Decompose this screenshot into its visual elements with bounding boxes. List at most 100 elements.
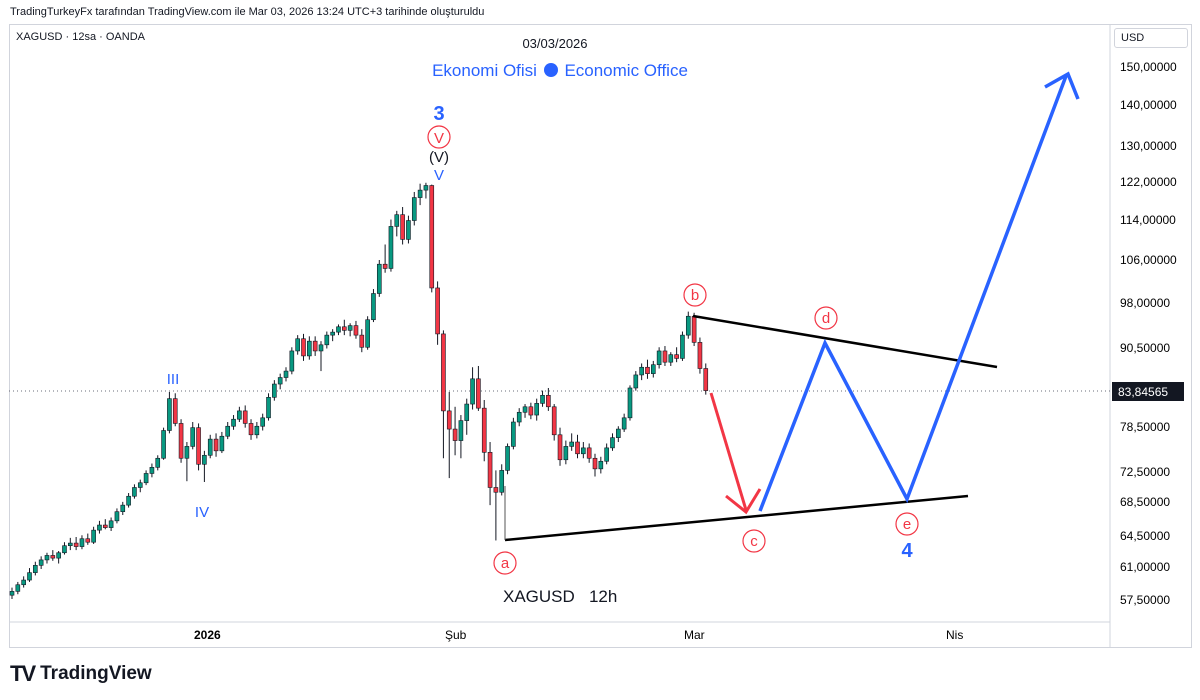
wave-label-iv: IV <box>195 504 209 521</box>
candle-up <box>650 364 656 374</box>
candle-up <box>254 425 260 436</box>
candle-down <box>172 398 178 424</box>
candle-down <box>703 368 709 391</box>
brand-right: Economic Office <box>564 61 688 80</box>
projection-target-arrowhead <box>1044 71 1080 100</box>
candle-up <box>9 591 15 596</box>
candle-down <box>452 428 458 441</box>
candle-up <box>97 524 102 531</box>
candle-up <box>167 398 172 431</box>
candle-up <box>347 325 353 331</box>
candle-up <box>581 447 586 455</box>
chart-frame <box>9 24 1192 648</box>
current-price-label: 83,84565 <box>1118 385 1168 399</box>
candle-down <box>481 407 487 453</box>
time-axis-labels[interactable]: 2026 Şub Mar Nis <box>194 628 963 642</box>
candle-up <box>336 326 341 333</box>
symbol-info[interactable]: XAGUSD · 12sa · OANDA <box>16 31 145 43</box>
candle-up <box>423 185 429 191</box>
wave-label-3: 3 <box>433 103 444 125</box>
candle-down <box>301 338 306 357</box>
drawings-layer[interactable] <box>504 71 1080 542</box>
candle-up <box>516 411 522 423</box>
candle-up <box>190 427 196 447</box>
candle-up <box>511 421 516 447</box>
candle-up <box>639 366 644 376</box>
price-tick: 98,00000 <box>1120 296 1170 310</box>
candle-down <box>557 434 563 461</box>
candle-up <box>307 340 312 357</box>
price-axis-labels[interactable]: 150,00000 140,00000 130,00000 122,00000 … <box>1120 60 1177 607</box>
time-tick-sub: Şub <box>445 628 467 642</box>
projection-c-leg[interactable] <box>709 392 748 511</box>
candle-up <box>324 334 330 346</box>
price-tick: 140,00000 <box>1120 98 1177 112</box>
candle-up <box>627 387 633 419</box>
candle-down <box>85 538 91 543</box>
candle-down <box>73 542 79 547</box>
wave-circle-e <box>895 512 919 536</box>
price-tick: 130,00000 <box>1120 139 1177 153</box>
triangle-upper-trendline[interactable] <box>692 314 998 369</box>
price-tick: 78,50000 <box>1120 420 1170 434</box>
attribution-text: TradingTurkeyFx tarafından TradingView.c… <box>10 6 485 18</box>
price-tick: 106,00000 <box>1120 253 1177 267</box>
candle-up <box>406 220 411 240</box>
candle-down <box>178 423 184 459</box>
candle-up <box>680 334 685 359</box>
candle-up <box>143 473 149 484</box>
wave-label-e: e <box>903 516 911 533</box>
candle-down <box>446 410 452 430</box>
candle-down <box>248 423 254 436</box>
time-tick-mar: Mar <box>684 628 705 642</box>
candle-up <box>219 435 225 452</box>
candle-down <box>213 438 219 452</box>
candle-up <box>388 226 394 269</box>
candle-down <box>697 342 703 369</box>
wave-circle-d <box>814 306 838 330</box>
candle-down <box>493 487 499 493</box>
candle-up <box>202 454 207 465</box>
tradingview-logo-text: TradingView <box>40 663 152 684</box>
wave-label-v-paren: (V) <box>429 149 449 166</box>
wave-circle-c <box>742 529 766 553</box>
candle-up <box>120 504 126 512</box>
candle-up <box>411 197 417 221</box>
candle-down <box>691 315 697 343</box>
candle-up <box>376 263 382 294</box>
price-tick: 57,50000 <box>1120 593 1170 607</box>
triangle-lower-trendline[interactable] <box>504 494 969 542</box>
candle-up <box>534 403 540 416</box>
candle-up <box>27 572 32 581</box>
candle-down <box>662 350 668 363</box>
candle-up <box>126 495 131 506</box>
candle-up <box>149 467 155 474</box>
wave-label-v-plain: V <box>434 167 444 184</box>
candle-up <box>540 394 545 404</box>
currency-selector[interactable]: USD <box>1114 28 1188 48</box>
brand-dot-icon <box>543 63 558 77</box>
candle-down <box>50 555 56 559</box>
candle-up <box>68 542 73 547</box>
candle-up <box>318 344 324 352</box>
candle-down <box>435 287 440 335</box>
candles-layer <box>9 182 709 600</box>
candle-up <box>266 397 271 419</box>
brand-watermark: Ekonomi Ofisi Economic Office <box>0 61 1120 81</box>
candle-up <box>114 511 120 522</box>
candle-down <box>242 410 248 424</box>
candle-down <box>645 366 650 374</box>
candle-up <box>598 460 604 470</box>
tradingview-logo[interactable]: TV TradingView <box>10 661 152 686</box>
candle-up <box>79 538 85 547</box>
brand-left: Ekonomi Ofisi <box>432 61 537 80</box>
candle-down <box>441 333 446 412</box>
candle-up <box>604 447 609 462</box>
candle-down <box>312 340 318 352</box>
price-tick: 114,00000 <box>1120 213 1176 227</box>
wave-label-c: c <box>750 533 758 550</box>
projection-c-arrowhead <box>725 488 762 515</box>
projection-d-e-path[interactable] <box>758 75 1068 512</box>
candle-up <box>260 417 265 427</box>
